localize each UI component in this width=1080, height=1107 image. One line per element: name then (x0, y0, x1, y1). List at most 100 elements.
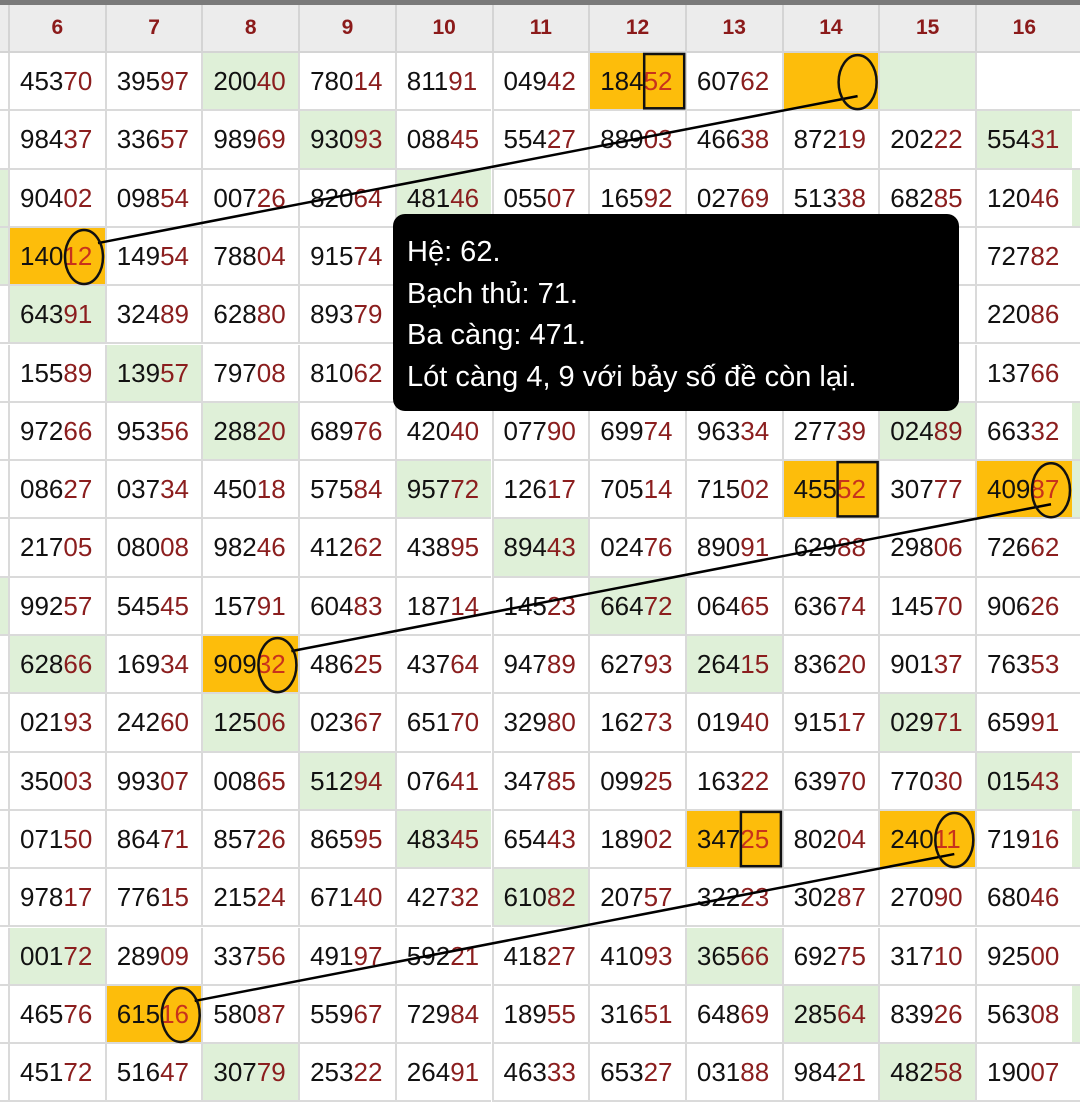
result-cell[interactable]: 98421 (781, 1044, 879, 1103)
result-cell[interactable]: 26415 (684, 636, 782, 695)
result-cell[interactable]: 33756 (201, 927, 299, 986)
result-cell[interactable]: 08008 (104, 519, 202, 578)
result-cell[interactable]: 89443 (491, 519, 589, 578)
result-cell[interactable]: 86595 (298, 810, 395, 870)
result-cell[interactable]: 78804 (201, 227, 299, 287)
result-cell[interactable]: 28564 (781, 985, 879, 1045)
result-cell[interactable]: 59221 (394, 927, 492, 986)
result-cell[interactable]: 60483 (298, 577, 395, 636)
result-cell[interactable]: 14570 (878, 577, 975, 636)
result-cell[interactable]: 69275 (781, 927, 879, 986)
column-header-16[interactable]: 16 (975, 5, 1072, 51)
result-cell[interactable]: 41262 (298, 519, 395, 578)
result-cell[interactable]: 34725 (684, 810, 782, 870)
result-cell[interactable]: 00172 (8, 927, 105, 986)
result-cell[interactable]: 20040 (201, 53, 299, 112)
result-cell[interactable]: 46333 (491, 1044, 589, 1103)
result-cell[interactable]: 14954 (104, 227, 202, 287)
result-cell[interactable]: 02489 (878, 402, 975, 462)
result-cell[interactable]: 14012 (8, 227, 105, 287)
result-cell[interactable]: 67140 (298, 869, 395, 928)
result-cell[interactable]: 62793 (588, 636, 685, 695)
result-cell[interactable]: 49197 (298, 927, 395, 986)
result-cell[interactable]: 89091 (684, 519, 782, 578)
result-cell[interactable]: 83620 (781, 636, 879, 695)
result-cell[interactable]: 18452 (588, 53, 685, 112)
result-cell[interactable]: 02971 (878, 694, 975, 753)
result-cell[interactable]: 97266 (8, 402, 105, 462)
result-cell[interactable]: 41093 (588, 927, 685, 986)
result-cell[interactable]: 03188 (684, 1044, 782, 1103)
result-cell[interactable]: 51647 (104, 1044, 202, 1103)
result-cell[interactable]: 33657 (104, 111, 202, 170)
result-cell[interactable]: 06465 (684, 577, 782, 636)
result-cell[interactable]: 32980 (491, 694, 589, 753)
result-cell[interactable]: 62988 (781, 519, 879, 578)
result-cell[interactable]: 26491 (394, 1044, 492, 1103)
result-cell[interactable]: 25322 (298, 1044, 395, 1103)
result-cell[interactable]: 28909 (104, 927, 202, 986)
result-cell[interactable]: 56308 (975, 985, 1072, 1045)
result-cell[interactable]: 63970 (781, 752, 879, 811)
result-cell[interactable]: 90402 (8, 169, 105, 228)
result-cell[interactable]: 90137 (878, 636, 975, 695)
result-cell[interactable]: 91517 (781, 694, 879, 753)
result-cell[interactable]: 07150 (8, 810, 105, 870)
column-header-13[interactable]: 13 (684, 5, 782, 51)
result-cell[interactable]: 27090 (878, 869, 975, 928)
result-cell[interactable] (878, 53, 975, 112)
result-cell[interactable]: 90932 (201, 636, 299, 695)
result-cell[interactable]: 21524 (201, 869, 299, 928)
result-cell[interactable]: 89379 (298, 286, 395, 345)
result-cell[interactable]: 07790 (491, 402, 589, 462)
result-cell[interactable]: 55427 (491, 111, 589, 170)
result-cell[interactable]: 15589 (8, 344, 105, 403)
result-cell[interactable]: 18955 (491, 985, 589, 1045)
result-cell[interactable] (975, 53, 1072, 112)
result-cell[interactable]: 46638 (684, 111, 782, 170)
result-cell[interactable]: 62880 (201, 286, 299, 345)
result-cell[interactable]: 08845 (394, 111, 492, 170)
result-cell[interactable]: 96334 (684, 402, 782, 462)
result-cell[interactable]: 45552 (781, 461, 879, 520)
result-cell[interactable]: 72782 (975, 227, 1072, 287)
column-header-15[interactable]: 15 (878, 5, 975, 51)
result-cell[interactable]: 87219 (781, 111, 879, 170)
column-header-7[interactable]: 7 (104, 5, 202, 51)
result-cell[interactable]: 13957 (104, 344, 202, 403)
result-cell[interactable]: 72984 (394, 985, 492, 1045)
result-cell[interactable]: 15791 (201, 577, 299, 636)
result-cell[interactable]: 08627 (8, 461, 105, 520)
result-cell[interactable]: 00726 (201, 169, 299, 228)
result-cell[interactable]: 80204 (781, 810, 879, 870)
result-cell[interactable]: 09854 (104, 169, 202, 228)
result-cell[interactable]: 90626 (975, 577, 1072, 636)
column-header-8[interactable]: 8 (201, 5, 298, 51)
result-cell[interactable]: 51294 (298, 752, 395, 811)
result-cell[interactable]: 35003 (8, 752, 105, 811)
result-cell[interactable]: 82064 (298, 169, 395, 228)
result-cell[interactable]: 42732 (394, 869, 492, 928)
result-cell[interactable]: 55431 (975, 111, 1072, 170)
column-header-6[interactable]: 6 (8, 5, 105, 51)
result-cell[interactable]: 86471 (104, 810, 202, 870)
column-header-12[interactable]: 12 (588, 5, 685, 51)
result-cell[interactable]: 58087 (201, 985, 299, 1045)
result-cell[interactable]: 98969 (201, 111, 299, 170)
result-cell[interactable]: 46576 (8, 985, 105, 1045)
result-cell[interactable]: 85726 (201, 810, 299, 870)
result-cell[interactable]: 83926 (878, 985, 975, 1045)
result-cell[interactable]: 48345 (394, 810, 492, 870)
result-cell[interactable]: 68976 (298, 402, 395, 462)
result-cell[interactable]: 62866 (8, 636, 105, 695)
result-cell[interactable]: 41827 (491, 927, 589, 986)
result-cell[interactable]: 98246 (201, 519, 299, 578)
result-cell[interactable]: 71916 (975, 810, 1072, 870)
result-cell[interactable]: 14523 (491, 577, 589, 636)
result-cell[interactable]: 63674 (781, 577, 879, 636)
result-cell[interactable]: 30287 (781, 869, 879, 928)
result-cell[interactable]: 81191 (394, 53, 492, 112)
result-cell[interactable]: 76353 (975, 636, 1072, 695)
result-cell[interactable]: 39597 (104, 53, 202, 112)
result-cell[interactable]: 30777 (878, 461, 975, 520)
